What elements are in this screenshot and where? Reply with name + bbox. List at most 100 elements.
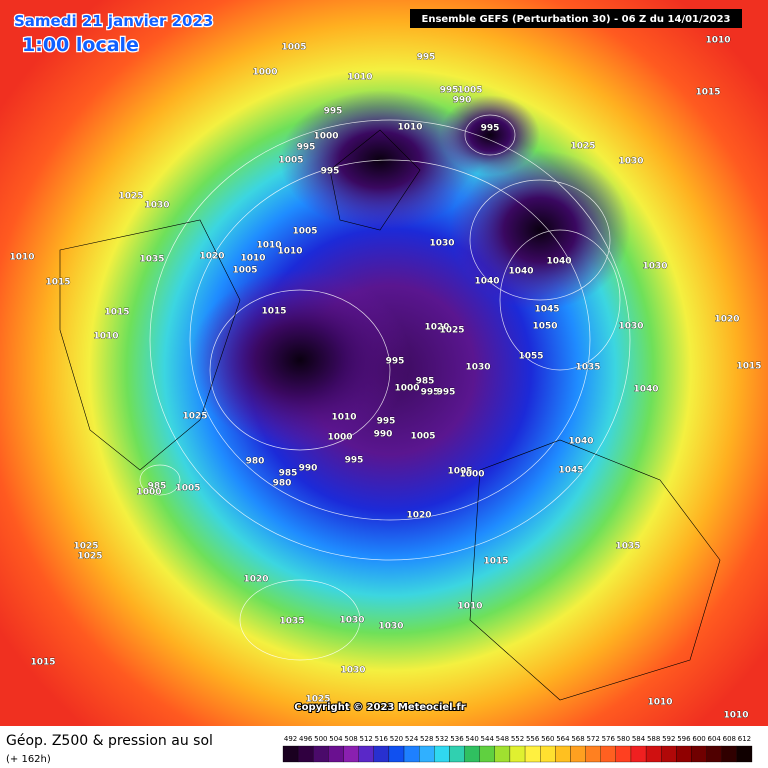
run-info: Ensemble GEFS (Perturbation 30) - 06 Z d…: [422, 14, 731, 25]
colorbar-swatch: [282, 745, 299, 763]
isobar-label: 1015: [104, 308, 129, 318]
colorbar-swatch: [403, 745, 420, 763]
colorbar-label: 496: [299, 735, 313, 743]
low-center: [440, 95, 540, 175]
colorbar-swatch: [736, 745, 753, 763]
isobar-label: 1030: [618, 322, 643, 332]
isobar-label: 1025: [73, 542, 98, 552]
colorbar-label: 588: [647, 735, 660, 743]
isobar-label: 1010: [723, 711, 748, 721]
isobar-label: 1030: [465, 363, 490, 373]
colorbar-swatch: [570, 745, 586, 763]
isobar-label: 990: [374, 430, 393, 440]
isobars: [139, 114, 631, 661]
colorbar-swatch: [721, 745, 738, 763]
colorbar-swatch: [524, 745, 541, 763]
isobar-label: 1000: [313, 132, 338, 142]
isobar-label: 1005: [232, 266, 257, 276]
isobar-label: 995: [324, 107, 343, 117]
colorbar-swatch: [388, 745, 405, 763]
colorbar-swatch: [540, 745, 556, 763]
isobar-label: 1025: [305, 695, 330, 705]
colorbar-swatch: [479, 745, 495, 763]
isobar-label: 1030: [618, 157, 643, 167]
colorbar-swatch: [630, 745, 647, 763]
isobar-label: 1005: [292, 227, 317, 237]
isobar-label: 1005: [278, 156, 303, 166]
isobar-label: 1050: [532, 322, 557, 332]
isobar-label: 1015: [695, 88, 720, 98]
isobar-label: 1010: [256, 241, 281, 251]
colorbar-swatch: [328, 745, 344, 763]
colorbar-swatch: [585, 745, 601, 763]
isobar-label: 1025: [118, 192, 143, 202]
date: Samedi 21 janvier 2023: [14, 12, 213, 30]
isobar-label: 1010: [240, 254, 265, 264]
colorbar-label: 508: [344, 735, 357, 743]
isobar-label: 1015: [736, 362, 761, 372]
footer-title: Géop. Z500 & pression au sol: [6, 733, 213, 749]
colorbar-swatch: [555, 745, 571, 763]
isobar-label: 985: [148, 482, 167, 492]
isobar-label: 1005: [410, 432, 435, 442]
isobar-label: 1020: [714, 315, 739, 325]
isobar-label: 1000: [459, 470, 484, 480]
isobar-label: 1020: [424, 323, 449, 333]
isobar-label: 995: [386, 357, 405, 367]
colorbar-label: 500: [314, 735, 327, 743]
colorbar-label: 556: [526, 735, 540, 743]
colorbar-label: 552: [511, 735, 524, 743]
isobar-label: 980: [273, 479, 292, 489]
isobar-label: 1010: [331, 413, 356, 423]
isobar-label: 1025: [570, 142, 595, 152]
colorbar-label: 608: [723, 735, 736, 743]
colorbar-swatch: [615, 745, 632, 763]
colorbar-swatch: [358, 745, 374, 763]
isobar-label: 995: [417, 53, 436, 63]
low-center: [450, 150, 630, 310]
isobar-label: 1010: [9, 253, 34, 263]
isobar-label: 1020: [243, 575, 268, 585]
colorbar-swatch: [449, 745, 465, 763]
isobar-label: 1010: [397, 123, 422, 133]
isobar-label: 1005: [281, 43, 306, 53]
colorbar-label: 548: [496, 735, 509, 743]
isobar-label: 1030: [642, 262, 667, 272]
colorbar-swatch: [706, 745, 722, 763]
isobar-label: 995: [440, 86, 459, 96]
isobar-label: 990: [299, 464, 318, 474]
isobar-label: 1000: [252, 68, 277, 78]
isobar-label: 1030: [340, 666, 365, 676]
isobar-label: 1045: [558, 466, 583, 476]
isobar-label: 1025: [77, 552, 102, 562]
colorbar-label: 532: [435, 735, 448, 743]
isobar-label: 995: [345, 456, 364, 466]
colorbar: 492 496 500 504 508 512 516 520 524 528 532 536 540 5…: [282, 735, 753, 763]
colorbar-label: 584: [632, 735, 646, 743]
isobar-label: 1005: [457, 86, 482, 96]
isobar-label: 1030: [339, 616, 364, 626]
colorbar-swatch: [676, 745, 692, 763]
isobar-label: 1000: [394, 384, 419, 394]
colorbar-swatch: [494, 745, 511, 763]
isobar-label: 995: [297, 143, 316, 153]
colorbar-swatch: [373, 745, 390, 763]
isobar-label: 1040: [546, 257, 571, 267]
colorbar-label: 524: [405, 735, 419, 743]
copyright: Copyright © 2023 Meteociel.fr: [294, 702, 465, 713]
colorbar-label: 512: [360, 735, 373, 743]
isobar-label: 1045: [534, 305, 559, 315]
colorbar-label: 528: [420, 735, 433, 743]
colorbar-label: 600: [692, 735, 705, 743]
colorbar-label: 580: [617, 735, 630, 743]
isobar-label: 1000: [136, 488, 161, 498]
header-bar: [410, 9, 742, 28]
isobar-label: 985: [416, 377, 435, 387]
colorbar-swatch: [464, 745, 480, 763]
colorbar-swatch: [343, 745, 359, 763]
colorbar-label: 568: [571, 735, 584, 743]
isobar-label: 1010: [705, 36, 730, 46]
